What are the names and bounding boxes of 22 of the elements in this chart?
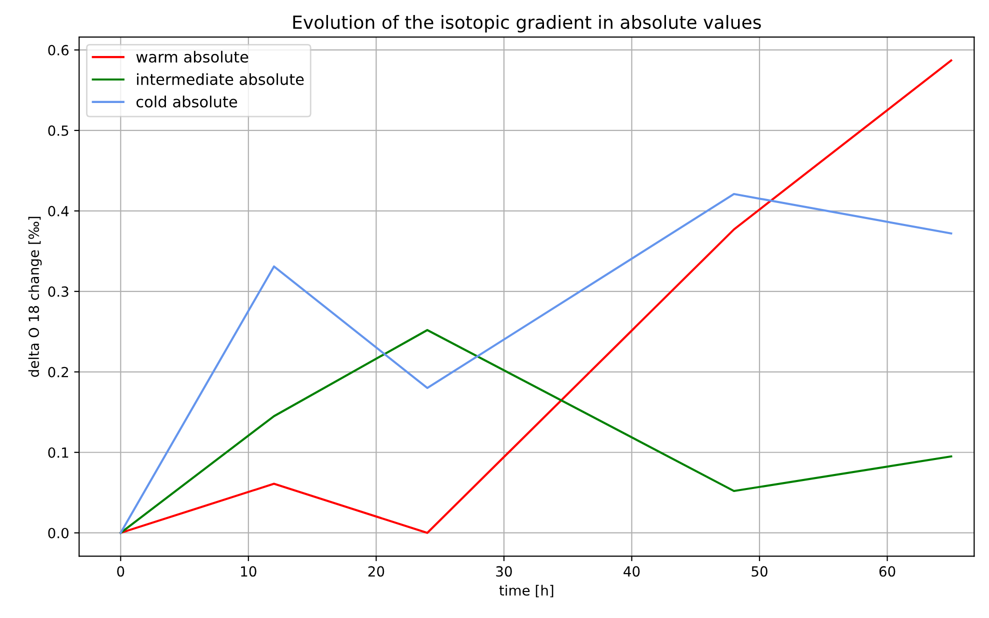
line-series [120, 328, 952, 534]
line-series [120, 192, 952, 534]
legend-label: cold absolute [136, 96, 238, 108]
y-tick-label: 0.1 [48, 447, 68, 458]
y-tick-label: 0.2 [48, 366, 68, 378]
legend-label: warm absolute [136, 50, 248, 63]
x-tick-label: 60 [879, 566, 896, 577]
x-tick-label: 40 [624, 566, 640, 577]
x-tick-label: 10 [241, 566, 256, 577]
x-tick-label: 30 [496, 566, 512, 577]
x-tick-label: 20 [368, 566, 384, 577]
y-tick-label: 0.6 [48, 44, 69, 56]
x-tick-label: 50 [752, 566, 768, 577]
legend-label: intermediate absolute [137, 73, 304, 86]
x-axis-title: time [h] [499, 584, 554, 598]
y-axis-title: delta O 18 change [‰] [28, 216, 42, 377]
y-tick-label: 0.5 [48, 125, 68, 136]
y-tick-label: 0.4 [48, 206, 69, 216]
x-tick-label: 0 [117, 566, 124, 577]
y-tick-label: 0.0 [48, 528, 68, 538]
y-tick-label: 0.3 [48, 286, 68, 297]
chart-title: Evolution of the isotopic gradient in absolute values [293, 15, 761, 32]
